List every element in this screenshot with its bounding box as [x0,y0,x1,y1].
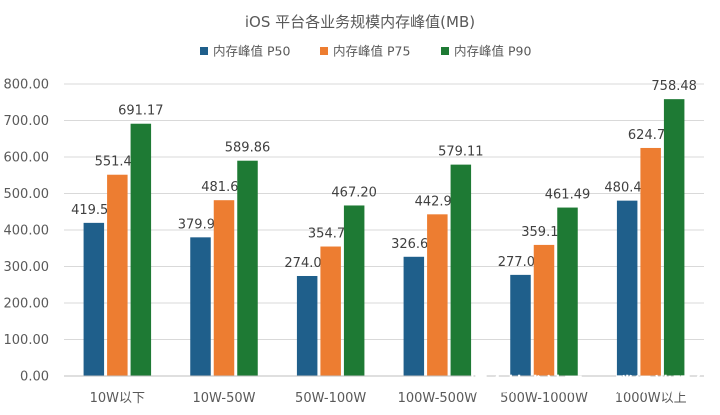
data-label: 326.61 [391,237,437,252]
y-tick-label: 200.00 [4,297,50,312]
bar [616,200,638,376]
x-tick-label: 100W-500W [398,391,478,406]
bar [107,174,128,376]
bar [510,274,531,376]
legend-label: 内存峰值 P50 [213,44,290,59]
bar [663,99,685,377]
bar [237,160,258,376]
y-tick-label: 400.00 [4,224,50,239]
data-label: 480.44 [604,181,650,196]
legend-label: 内存峰值 P90 [454,44,531,59]
bar [557,207,578,376]
data-label: 758.48 [651,79,697,94]
data-label: 691.17 [118,104,164,119]
data-label: 359.16 [521,225,567,240]
watermark: 掘金技术社区 @ 腾讯端服务 [469,373,711,396]
x-tick-label: 500W-1000W [500,391,588,406]
data-label: 624.77 [628,128,674,143]
y-tick-label: 0.00 [20,370,49,385]
y-tick-label: 700.00 [4,114,50,129]
bar [296,275,318,376]
x-tick-label: 1000W以上 [615,391,687,406]
bar [190,237,211,376]
data-label: 579.11 [438,145,484,160]
y-tick-label: 500.00 [4,187,50,202]
data-label: 442.94 [415,194,461,209]
bar [83,222,105,376]
data-label: 274.00 [284,256,330,271]
bar [640,147,661,376]
legend-swatch [320,47,328,55]
data-label: 419.56 [71,203,117,218]
chart-title: iOS 平台各业务规模内存峰值(MB) [245,13,475,31]
bar [343,205,365,376]
data-label: 461.49 [545,188,591,203]
grid [64,83,704,377]
legend: 内存峰值 P50 内存峰值 P75 内存峰值 P90 [200,44,531,59]
bars: 419.56 551.45 691.17 379.90 481.64 589.86 274.… [71,79,697,377]
data-label: 354.73 [308,227,354,242]
x-axis: 10W以下 10W-50W 50W-100W 100W-500W 500W-1000W 1… [64,375,704,406]
legend-swatch [200,47,208,55]
data-label: 551.45 [95,155,141,170]
y-axis: 0.00 100.00 200.00 300.00 400.00 500.00 600.00… [4,78,50,385]
legend-swatch [441,47,449,55]
watermark-text: 掘金技术社区 @ 腾讯端服务 [469,373,711,396]
x-tick-label: 50W-100W [295,391,366,406]
data-label: 467.20 [331,185,377,200]
bar [213,200,235,376]
bar [320,246,341,376]
bar [533,244,555,376]
bar [403,256,425,376]
x-tick-label: 10W以下 [90,391,145,406]
data-label: 379.90 [178,217,224,232]
bar [130,123,152,376]
y-tick-label: 800.00 [4,78,50,93]
x-tick-label: 10W-50W [193,391,256,406]
legend-label: 内存峰值 P75 [333,44,410,59]
y-tick-label: 300.00 [4,260,50,275]
data-label: 481.64 [201,180,247,195]
y-tick-label: 600.00 [4,151,50,166]
data-label: 589.86 [225,141,271,156]
bar [427,214,448,376]
y-tick-label: 100.00 [4,333,50,348]
bar [450,164,472,376]
data-label: 277.05 [498,255,544,270]
